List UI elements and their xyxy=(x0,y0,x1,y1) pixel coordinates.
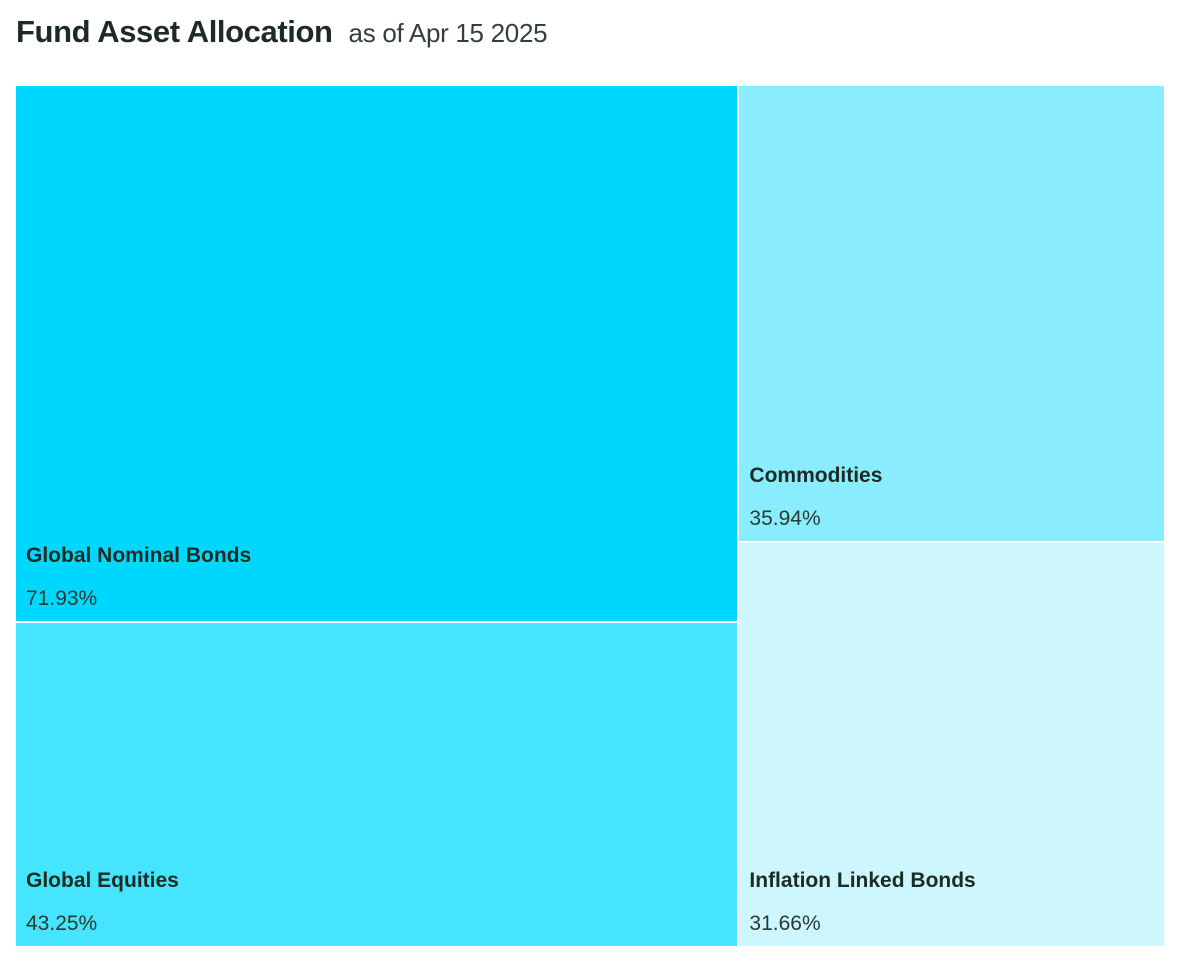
treemap-cell-value: 43.25% xyxy=(26,911,98,935)
treemap-cell: Global Equities 43.25% xyxy=(16,623,738,946)
treemap-cell-label: Commodities xyxy=(749,464,883,488)
chart-header: Fund Asset Allocation as of Apr 15 2025 xyxy=(16,14,548,54)
treemap-cell-label: Inflation Linked Bonds xyxy=(749,868,976,892)
treemap-cell-value: 35.94% xyxy=(749,507,821,531)
treemap-cell-label: Global Nominal Bonds xyxy=(26,544,252,568)
treemap-cell-value: 31.66% xyxy=(749,911,821,935)
chart-subtitle: as of Apr 15 2025 xyxy=(348,18,548,48)
treemap-cell: Inflation Linked Bonds 31.66% xyxy=(739,543,1164,946)
treemap-chart: Global Nominal Bonds 71.93% Global Equitie… xyxy=(16,86,1164,946)
treemap-cell-label: Global Equities xyxy=(26,868,179,892)
treemap-cell-value: 71.93% xyxy=(26,587,98,611)
chart-title: Fund Asset Allocation xyxy=(16,14,333,49)
treemap-cell: Commodities 35.94% xyxy=(739,86,1164,542)
treemap-cell: Global Nominal Bonds 71.93% xyxy=(16,86,738,622)
